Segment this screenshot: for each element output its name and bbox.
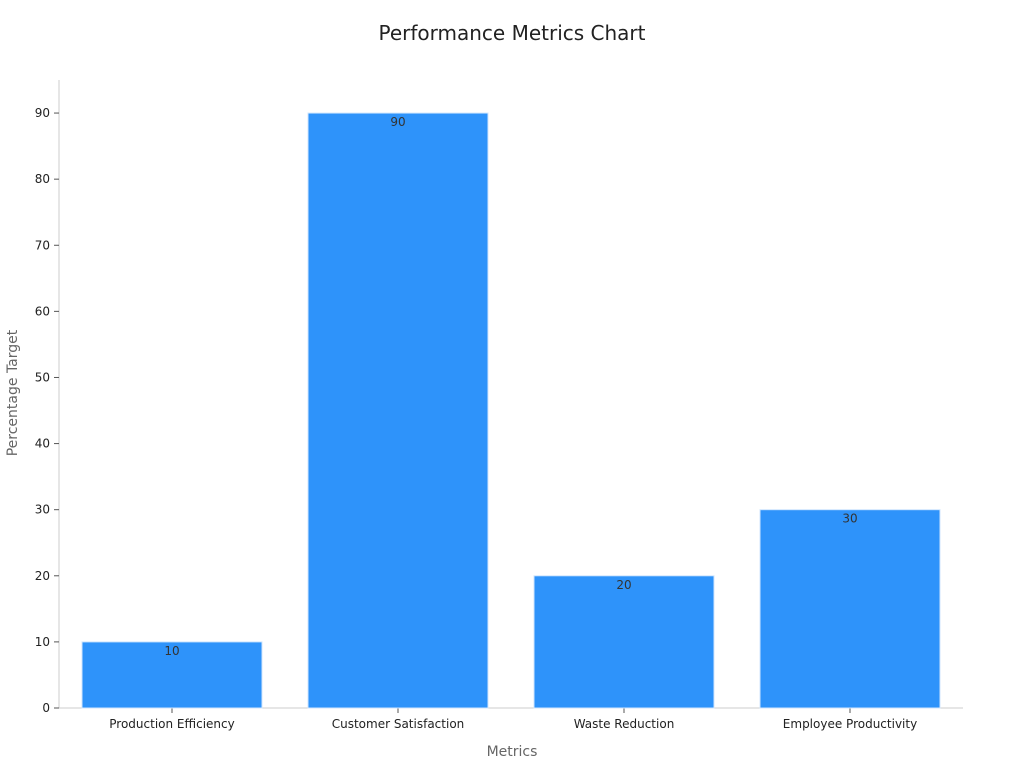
y-tick-label: 30 (35, 503, 50, 517)
x-axis-label: Metrics (487, 744, 538, 760)
y-tick-label: 80 (35, 172, 50, 186)
x-tick-label: Waste Reduction (574, 717, 675, 731)
y-tick-label: 10 (35, 635, 50, 649)
bar-value-labels: 10 90 20 30 (164, 115, 857, 658)
bar (81, 641, 263, 709)
y-tick-label: 90 (35, 106, 50, 120)
bars (81, 112, 941, 709)
x-tick-label: Employee Productivity (783, 717, 917, 731)
y-axis: 0 10 20 30 40 50 60 70 80 90 (35, 80, 60, 715)
bar-value-label: 20 (616, 578, 631, 592)
x-axis: Production Efficiency Customer Satisfacti… (59, 707, 963, 731)
bar (533, 575, 715, 709)
y-tick-label: 20 (35, 569, 50, 583)
y-axis-label: Percentage Target (5, 329, 21, 456)
y-tick-label: 70 (35, 238, 50, 252)
y-tick-label: 40 (35, 437, 50, 451)
bar (759, 509, 941, 709)
bar (307, 112, 489, 709)
y-tick-label: 60 (35, 304, 50, 318)
x-tick-label: Production Efficiency (109, 717, 234, 731)
x-tick-label: Customer Satisfaction (332, 717, 465, 731)
bar-value-label: 10 (164, 644, 179, 658)
bar-value-label: 90 (390, 115, 405, 129)
chart-title: Performance Metrics Chart (378, 21, 645, 45)
y-tick-label: 50 (35, 370, 50, 384)
bar-value-label: 30 (842, 512, 857, 526)
y-tick-label: 0 (42, 701, 50, 715)
